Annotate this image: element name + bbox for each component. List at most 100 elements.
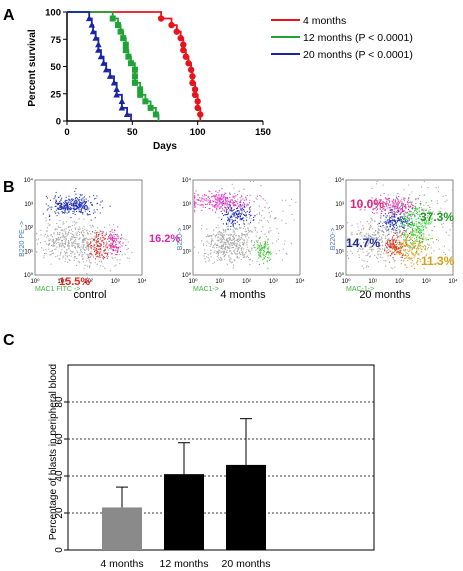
flow-event: [229, 196, 231, 198]
flow-event: [79, 199, 81, 201]
flow-event: [406, 236, 408, 238]
flow-event: [97, 238, 99, 240]
flow-event: [391, 222, 393, 224]
survival-point: [123, 110, 131, 118]
flow-event: [377, 248, 379, 250]
flow-event: [83, 251, 85, 253]
flow-y-tick-label: 10⁰: [24, 272, 34, 279]
flow-event: [62, 236, 64, 238]
flow-event: [386, 205, 388, 207]
flow-event: [127, 241, 129, 243]
flow-event: [363, 242, 365, 244]
flow-event: [86, 238, 88, 240]
flow-event: [425, 209, 427, 211]
flow-event: [410, 262, 412, 264]
flow-event: [238, 210, 240, 212]
flow-event: [402, 254, 404, 256]
flow-event: [111, 245, 113, 247]
flow-event: [231, 247, 233, 249]
flow-event: [108, 244, 110, 246]
flow-event: [65, 221, 67, 223]
flow-event: [227, 228, 229, 230]
flow-event: [396, 244, 398, 246]
flow-event: [267, 239, 269, 241]
flow-event: [415, 234, 417, 236]
flow-event: [409, 226, 411, 228]
flow-event: [209, 201, 211, 203]
flow-event: [415, 198, 417, 200]
flow-event: [391, 213, 393, 215]
flow-event: [109, 234, 111, 236]
flow-event: [241, 234, 243, 236]
flow-event: [221, 245, 223, 247]
flow-event: [245, 234, 247, 236]
flow-event: [248, 251, 250, 253]
flow-event: [97, 251, 99, 253]
flow-event: [425, 208, 427, 210]
flow-event: [223, 196, 225, 198]
flow-event: [206, 245, 208, 247]
flow-event: [428, 210, 430, 212]
flow-event: [201, 240, 203, 242]
flow-event: [416, 236, 418, 238]
flow-event: [103, 256, 105, 258]
flow-event: [391, 254, 393, 256]
flow-event: [48, 243, 50, 245]
flow-event: [78, 254, 80, 256]
flow-event: [366, 250, 368, 252]
flow-event: [418, 231, 420, 233]
flow-event: [242, 252, 244, 254]
flow-event: [414, 234, 416, 236]
flow-event: [232, 231, 234, 233]
flow-event: [421, 229, 423, 231]
flow-event: [266, 251, 268, 253]
flow-event: [88, 267, 90, 269]
flow-event: [250, 206, 252, 208]
flow-event: [236, 251, 238, 253]
flow-event: [233, 187, 235, 189]
flow-event: [52, 245, 54, 247]
flow-event: [259, 246, 261, 248]
survival-point: [122, 41, 129, 48]
flow-event: [413, 247, 415, 249]
flow-event: [56, 228, 58, 230]
flow-event: [65, 236, 67, 238]
flow-event: [244, 234, 246, 236]
flow-event: [46, 197, 48, 199]
flow-event: [80, 249, 82, 251]
flow-event: [258, 257, 260, 259]
flow-event: [56, 246, 58, 248]
flow-event: [239, 227, 241, 229]
flow-event: [432, 211, 434, 213]
flow-event: [73, 209, 75, 211]
flow-event: [385, 197, 387, 199]
flow-event: [88, 207, 90, 209]
flow-event: [68, 209, 70, 211]
flow-event: [118, 242, 120, 244]
flow-event: [427, 221, 429, 223]
flow-event: [243, 188, 245, 190]
flow-event: [264, 255, 266, 257]
flow-event: [234, 222, 236, 224]
flow-event: [284, 240, 286, 242]
survival-point: [197, 111, 204, 118]
flow-event: [224, 206, 226, 208]
flow-event: [404, 221, 406, 223]
flow-event: [260, 256, 262, 258]
flow-event: [369, 235, 371, 237]
flow-event: [214, 197, 216, 199]
flow-event: [387, 249, 389, 251]
flow-event: [414, 268, 416, 270]
flow-event: [95, 252, 97, 254]
flow-event: [65, 238, 67, 240]
flow-event: [438, 248, 440, 250]
flow-event: [61, 240, 63, 242]
bar-marks: 4 months 12 months 20 months: [100, 418, 271, 570]
flow-event: [430, 247, 432, 249]
flow-event: [383, 193, 385, 195]
flow-event: [266, 241, 268, 243]
flow-event: [394, 266, 396, 268]
flow-event: [267, 249, 269, 251]
flow-event: [223, 209, 225, 211]
flow-event: [451, 222, 453, 224]
